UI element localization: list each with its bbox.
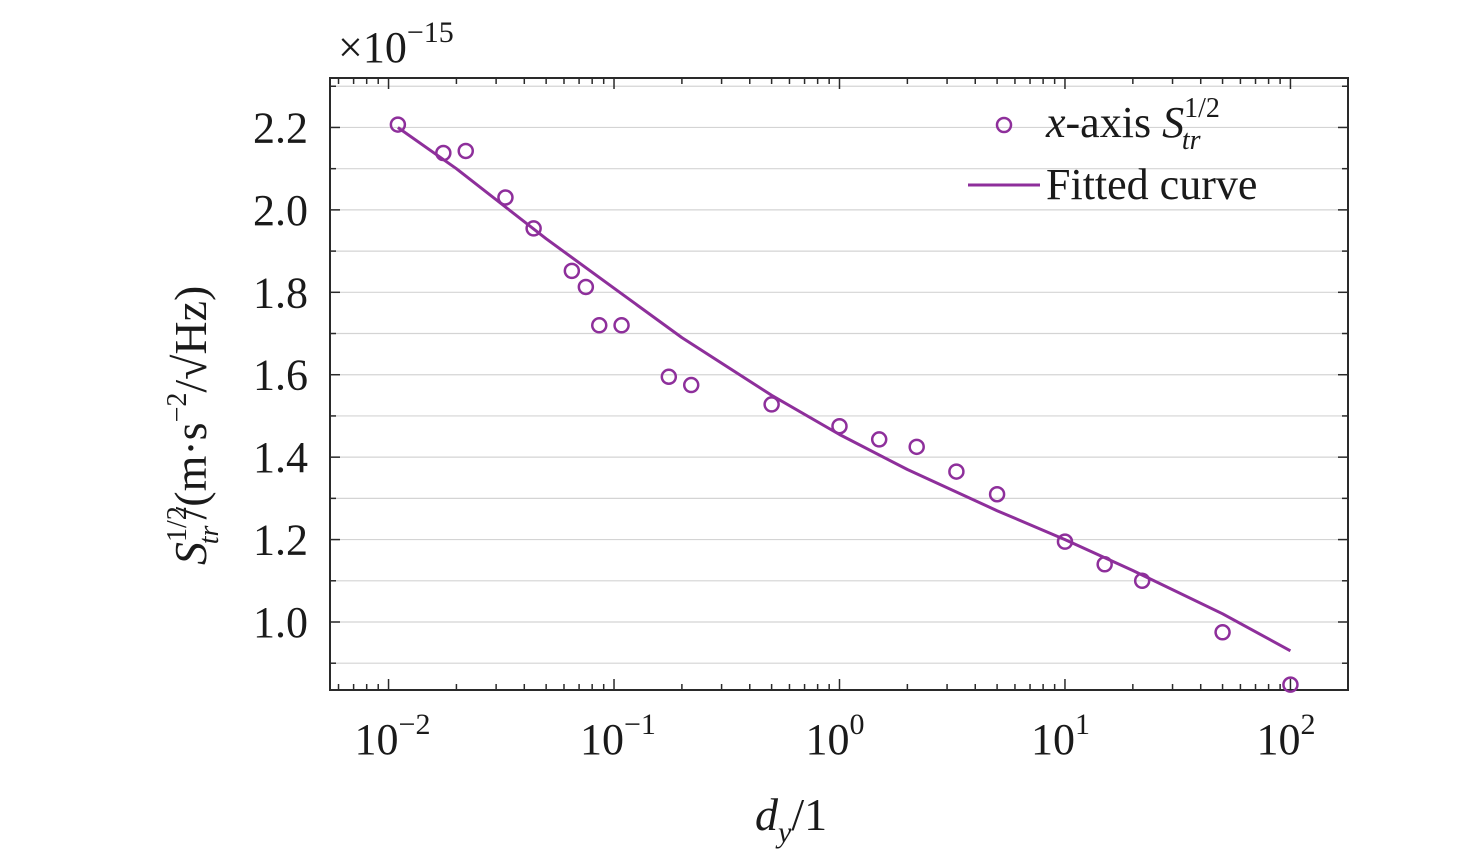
x-tick-label-exponent: −2: [399, 708, 431, 741]
data-point: [563, 262, 581, 280]
y-axis-label-sup: 1/2: [162, 506, 193, 542]
legend: x-axis S1/2 tr Fitted curve: [968, 93, 1257, 209]
y-axis-label: S1/2tr /(m·s−2/√Hz): [162, 286, 225, 565]
legend-label-S: S: [1162, 98, 1184, 147]
y-tick-label: 1.0: [253, 598, 308, 647]
x-tick-label: 10−2: [355, 708, 431, 764]
axis-ticks: [330, 78, 1348, 690]
x-tick-label-exponent: 0: [849, 708, 864, 741]
x-tick-label-text: 102: [1256, 708, 1315, 764]
x-axis-label-sub: y: [775, 816, 792, 849]
x-tick-label-exponent: 1: [1075, 708, 1090, 741]
legend-label-series: x-axis S1/2 tr: [1045, 93, 1220, 156]
y-axis-label-rest: /(m·s: [165, 422, 216, 519]
y-tick-label: 2.0: [253, 186, 308, 235]
data-point: [590, 317, 608, 334]
x-tick-label-base: 10: [580, 715, 624, 764]
y-multiplier-base: ×10: [338, 23, 407, 72]
legend-label-sub: tr: [1182, 125, 1201, 156]
y-tick-labels: 1.0 1.2 1.4 1.6 1.8 2.0 2.2: [253, 103, 308, 647]
data-point: [988, 485, 1006, 503]
y-axis-label-sub: tr: [194, 525, 225, 544]
data-point: [682, 376, 700, 394]
y-axis-label-main: S: [165, 542, 216, 565]
y-multiplier-exponent: −15: [407, 16, 454, 49]
x-tick-label-text: 101: [1031, 708, 1090, 764]
data-point: [389, 116, 407, 133]
data-point: [497, 189, 514, 206]
legend-label-text: -axis: [1066, 98, 1163, 147]
y-tick-label: 1.2: [253, 516, 308, 565]
x-tick-label-base: 10: [805, 715, 849, 764]
x-tick-label-exponent: −1: [624, 708, 656, 741]
y-tick-label: 1.6: [253, 351, 308, 400]
x-tick-label-base: 10: [1256, 715, 1300, 764]
data-point: [525, 220, 542, 237]
data-point: [660, 368, 678, 386]
data-point: [948, 463, 965, 480]
series-layer: [389, 116, 1299, 693]
x-tick-label-exponent: 2: [1300, 708, 1315, 741]
legend-label-sup: 1/2: [1184, 93, 1220, 124]
data-point: [831, 417, 848, 435]
legend-marker-circle: [995, 116, 1013, 134]
y-tick-label: 1.4: [253, 433, 308, 482]
y-tick-label: 1.8: [253, 268, 308, 317]
x-axis-label: dy/1: [755, 789, 827, 849]
data-point: [1056, 533, 1074, 550]
y-axis-label-rest2: /√Hz): [165, 286, 216, 393]
y-tick-label: 2.2: [253, 103, 308, 152]
data-point: [1214, 624, 1231, 641]
x-tick-label-text: 100: [805, 708, 864, 764]
x-tick-label-text: 10−2: [355, 708, 431, 764]
x-tick-label: 102: [1256, 708, 1315, 764]
data-point: [613, 317, 630, 334]
data-point: [870, 431, 888, 448]
x-tick-label: 10−1: [580, 708, 656, 764]
data-point: [1282, 676, 1299, 693]
fitted-curve-line: [397, 126, 1292, 653]
x-tick-label-text: 10−1: [580, 708, 656, 764]
x-axis-label-main: d: [755, 789, 779, 840]
x-tick-label-base: 10: [1031, 715, 1075, 764]
x-tick-label: 100: [805, 708, 864, 764]
x-tick-label: 101: [1031, 708, 1090, 764]
y-multiplier: ×10−15: [338, 16, 454, 72]
data-point: [1133, 572, 1151, 590]
data-point: [908, 438, 925, 456]
legend-label-fit: Fitted curve: [1046, 160, 1257, 209]
x-tick-label-base: 10: [355, 715, 399, 764]
data-point: [1096, 556, 1113, 573]
x-axis-label-rest: /1: [791, 789, 827, 840]
data-point: [577, 278, 595, 296]
legend-label-italic: x: [1045, 98, 1066, 147]
data-point: [763, 396, 780, 413]
y-axis-label-exp: −2: [162, 393, 193, 423]
data-point: [435, 144, 452, 162]
gridlines: [330, 85, 1348, 664]
x-tick-labels: 10−2 10−1 100 101 102: [355, 708, 1316, 764]
data-point: [457, 142, 474, 160]
